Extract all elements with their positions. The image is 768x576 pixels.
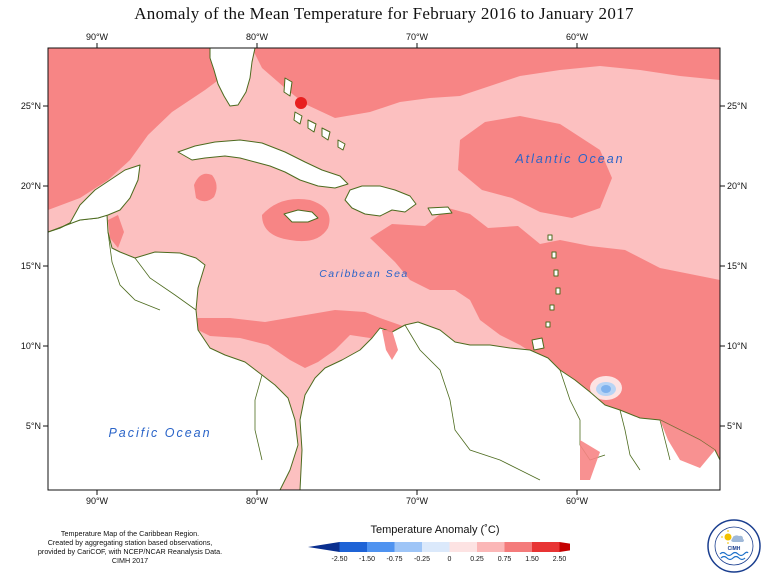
- legend-swatch: [559, 542, 570, 552]
- lat-label-right-10n: 10°N: [727, 341, 747, 351]
- cuba: [177, 139, 349, 189]
- footnote-line: provided by CariCOF, with NCEP/NCAR Rean…: [37, 547, 223, 556]
- yucatan: [48, 164, 141, 233]
- footnote-line: Created by aggregating station based obs…: [47, 538, 213, 547]
- lat-label-right-15n: 15°N: [727, 261, 747, 271]
- puerto-rico: [427, 206, 453, 216]
- lon-label-bottom-80w: 80°W: [246, 496, 269, 506]
- lon-label-top-90w: 90°W: [86, 32, 109, 42]
- anomaly-hotspot: [295, 97, 307, 109]
- lon-label-bottom-70w: 70°W: [406, 496, 429, 506]
- map-frame: [47, 47, 721, 491]
- legend-tick-label: 0.75: [498, 556, 512, 563]
- legend-swatch: [422, 542, 450, 552]
- legend-swatch: [449, 542, 477, 552]
- cimh-logo: CIMH: [707, 519, 761, 573]
- legend-tick-label: -2.50: [332, 556, 348, 563]
- lat-label-right-25n: 25°N: [727, 101, 747, 111]
- land-masses: [48, 48, 720, 490]
- lon-label-top-60w: 60°W: [566, 32, 589, 42]
- florida: [209, 48, 256, 107]
- legend-swatch: [532, 542, 560, 552]
- legend-tick-label: -1.50: [359, 556, 375, 563]
- lat-label-left-15n: 15°N: [21, 261, 41, 271]
- legend-tick-label: -0.25: [414, 556, 430, 563]
- legend-title: Temperature Anomaly (˚C): [370, 524, 500, 536]
- hispaniola: [344, 185, 417, 217]
- legend-swatch: [367, 542, 395, 552]
- lat-label-left-20n: 20°N: [21, 181, 41, 191]
- legend-tick-label: 2.50: [553, 556, 567, 563]
- color-legend: -2.50 -1.50 -0.75 -0.25 0 0.25 0.75 1.50 2.50: [308, 542, 570, 563]
- map-footnote: Temperature Map of the Caribbean Region.…: [10, 529, 250, 565]
- legend-swatch: [477, 542, 505, 552]
- footnote-line: CIMH 2017: [111, 556, 149, 565]
- jamaica: [283, 209, 319, 223]
- caribbean-sea-label: Caribbean Sea: [319, 268, 409, 280]
- cloud-icon: [731, 535, 744, 542]
- country-borders: [107, 231, 671, 481]
- map-title: Anomaly of the Mean Temperature for Febr…: [134, 4, 634, 23]
- lon-label-top-70w: 70°W: [406, 32, 429, 42]
- pacific-ocean-label: Pacific Ocean: [108, 426, 211, 440]
- legend-swatch: [394, 542, 422, 552]
- legend-swatch: [504, 542, 532, 552]
- legend-tick-label: -0.75: [387, 556, 403, 563]
- lat-label-left-25n: 25°N: [21, 101, 41, 111]
- legend-tick-label: 1.50: [525, 556, 539, 563]
- legend-tick-label: 0.25: [470, 556, 484, 563]
- axis-ticks: [43, 43, 725, 495]
- lon-label-bottom-90w: 90°W: [86, 496, 109, 506]
- legend-swatch: [308, 542, 340, 552]
- lon-label-bottom-60w: 60°W: [566, 496, 589, 506]
- lat-label-right-20n: 20°N: [727, 181, 747, 191]
- footnote-line: Temperature Map of the Caribbean Region.: [60, 529, 200, 538]
- lon-label-top-80w: 80°W: [246, 32, 269, 42]
- anomaly-coolspot: [590, 376, 622, 400]
- anomaly-over-land: [382, 330, 715, 480]
- lat-label-left-10n: 10°N: [21, 341, 41, 351]
- legend-swatch: [339, 542, 367, 552]
- waves-icon: [719, 551, 749, 561]
- cimh-logo-text: CIMH: [728, 546, 741, 552]
- lat-label-left-5n: 5°N: [26, 421, 41, 431]
- lat-label-right-5n: 5°N: [727, 421, 742, 431]
- legend-tick-label: 0: [448, 556, 452, 563]
- atlantic-ocean-label: Atlantic Ocean: [514, 152, 624, 166]
